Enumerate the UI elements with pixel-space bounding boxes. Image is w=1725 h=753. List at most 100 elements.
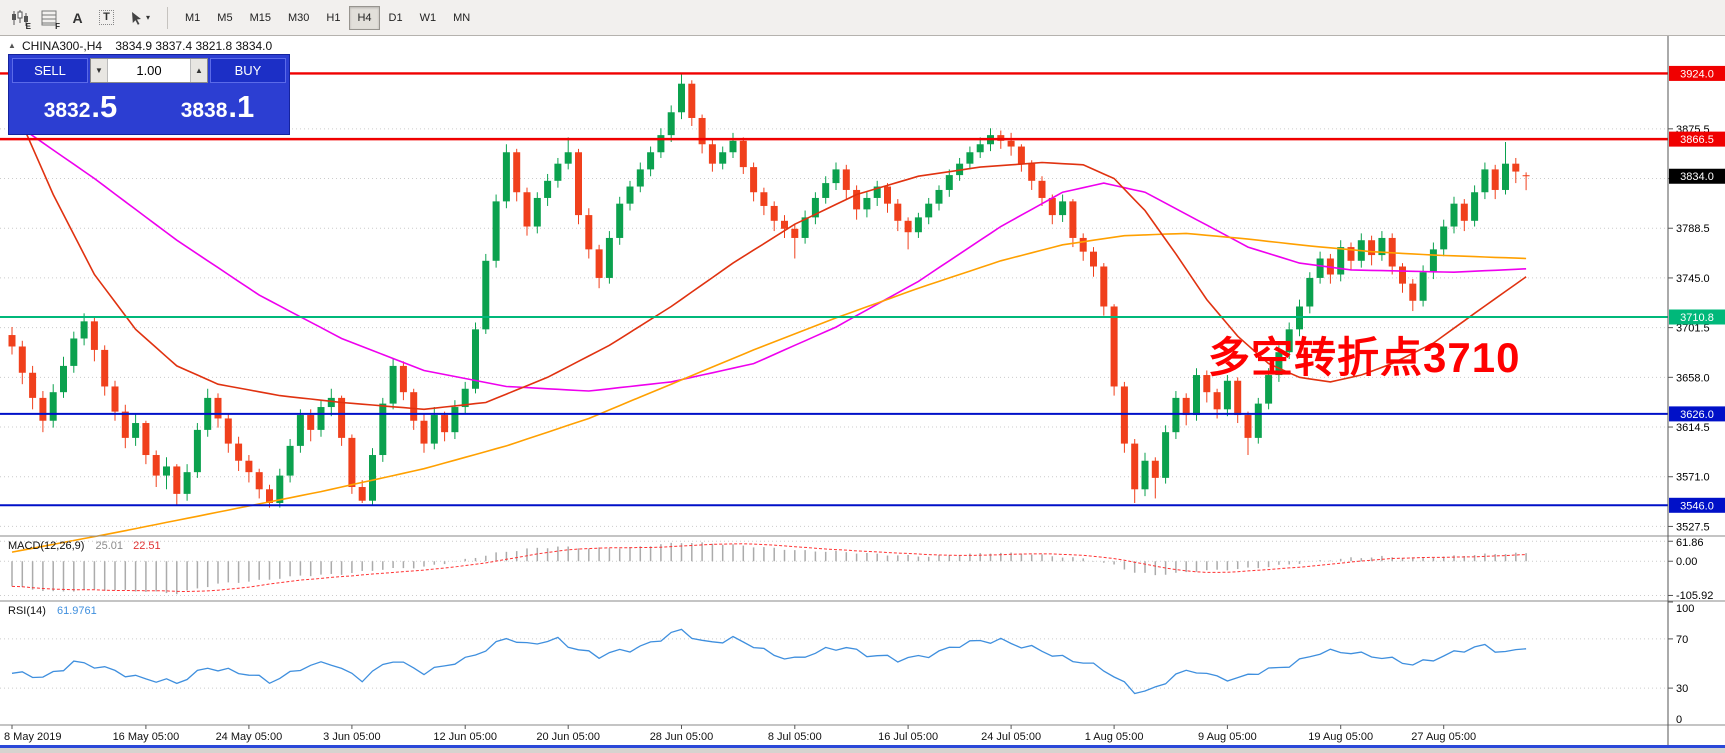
- icon-sub-label: E: [25, 21, 31, 31]
- toolbar-separator: [167, 6, 168, 29]
- svg-text:-105.92: -105.92: [1676, 590, 1713, 602]
- svg-text:20 Jun 05:00: 20 Jun 05:00: [536, 731, 600, 743]
- svg-text:3875.5: 3875.5: [1676, 124, 1710, 136]
- ma-slow-line: [11, 120, 1527, 392]
- timeframe-button-group: M1 M5 M15 M30 H1 H4 D1 W1 MN: [177, 5, 478, 30]
- svg-text:3546.0: 3546.0: [1680, 500, 1714, 512]
- svg-text:3924.0: 3924.0: [1680, 68, 1714, 80]
- bid-frac-digit: .5: [91, 89, 118, 124]
- time-axis: 8 May 2019 16 May 05:00 24 May 05:00 3 Jun …: [4, 725, 1476, 743]
- text-annotation-icon[interactable]: A: [64, 5, 91, 31]
- letter-t-glyph: T: [99, 10, 114, 25]
- timeframe-m15[interactable]: M15: [242, 6, 279, 30]
- timeframe-m30[interactable]: M30: [280, 6, 317, 30]
- chart-canvas[interactable]: 3875.53832.03788.53745.03701.53658.03614…: [0, 36, 1725, 753]
- list-glyph: [41, 10, 56, 25]
- svg-text:24 May 05:00: 24 May 05:00: [216, 731, 283, 743]
- volume-control: ▼ ▲: [90, 58, 208, 83]
- timeframe-d1[interactable]: D1: [381, 6, 411, 30]
- toolbar: E F A T ▾ M1 M5 M15 M30 H1 H4 D1 W1 MN: [0, 0, 1725, 36]
- candlestick-glyph: [12, 9, 28, 26]
- svg-text:3527.5: 3527.5: [1676, 521, 1710, 533]
- svg-text:16 May 05:00: 16 May 05:00: [113, 731, 180, 743]
- timeframe-h4[interactable]: H4: [349, 5, 380, 30]
- icon-sub-label: F: [55, 21, 60, 31]
- macd-indicator-label: MACD(12,26,9) 25.01 22.51: [8, 540, 161, 552]
- svg-text:3866.5: 3866.5: [1680, 134, 1714, 146]
- price-axis: 3875.53832.03788.53745.03701.53658.03614…: [1668, 124, 1710, 533]
- macd-histogram: [11, 542, 1527, 595]
- volume-input[interactable]: [108, 59, 190, 82]
- svg-text:3701.5: 3701.5: [1676, 323, 1710, 335]
- svg-text:0.00: 0.00: [1676, 556, 1697, 568]
- svg-text:27 Aug 05:00: 27 Aug 05:00: [1411, 731, 1476, 743]
- rsi-indicator-label: RSI(14) 61.9761: [8, 605, 97, 617]
- svg-text:3710.8: 3710.8: [1680, 312, 1714, 324]
- svg-text:70: 70: [1676, 634, 1688, 646]
- ma-mid-line: [11, 232, 1527, 553]
- svg-text:8 Jul 05:00: 8 Jul 05:00: [768, 731, 822, 743]
- collapse-panel-icon[interactable]: ▲: [8, 41, 16, 50]
- svg-text:24 Jul 05:00: 24 Jul 05:00: [981, 731, 1041, 743]
- pivot-annotation-text: 多空转折点3710: [1208, 334, 1521, 381]
- svg-text:100: 100: [1676, 603, 1694, 615]
- indicator-list-icon[interactable]: F: [35, 5, 62, 31]
- level-lines: [0, 72, 1668, 507]
- buy-button[interactable]: BUY: [210, 58, 286, 83]
- svg-text:0: 0: [1676, 714, 1682, 726]
- one-click-trading-panel: SELL ▼ ▲ BUY 3832 .5 3838 .1: [8, 54, 290, 135]
- ask-main-digits: 3838: [180, 99, 228, 122]
- svg-text:3626.0: 3626.0: [1680, 409, 1714, 421]
- timeframe-h1[interactable]: H1: [318, 6, 348, 30]
- rsi-name: RSI(14): [8, 605, 46, 617]
- svg-text:3 Jun 05:00: 3 Jun 05:00: [323, 731, 381, 743]
- price-badge: 3834.0: [1669, 168, 1725, 184]
- ohlc-values: 3834.9 3837.4 3821.8 3834.0: [115, 39, 273, 53]
- timeframe-w1[interactable]: W1: [412, 6, 445, 30]
- cursor-tool-icon[interactable]: ▾: [122, 5, 158, 31]
- timeframe-m1[interactable]: M1: [177, 6, 208, 30]
- price-badge: 3866.5: [1669, 131, 1725, 147]
- svg-text:3658.0: 3658.0: [1676, 372, 1710, 384]
- window-edge-strip: [0, 745, 1725, 753]
- svg-text:19 Aug 05:00: 19 Aug 05:00: [1308, 731, 1373, 743]
- timeframe-m5[interactable]: M5: [209, 6, 240, 30]
- svg-text:12 Jun 05:00: 12 Jun 05:00: [433, 731, 497, 743]
- cursor-arrow-glyph: [131, 11, 141, 25]
- svg-text:30: 30: [1676, 683, 1688, 695]
- svg-text:3745.0: 3745.0: [1676, 273, 1710, 285]
- rsi-value: 61.9761: [56, 605, 97, 617]
- svg-text:1 Aug 05:00: 1 Aug 05:00: [1085, 731, 1144, 743]
- candlestick-chart-icon[interactable]: E: [6, 5, 33, 31]
- chart-title: CHINA300-,H4 3834.9 3837.4 3821.8 3834.0: [22, 39, 272, 53]
- volume-increase-button[interactable]: ▲: [190, 59, 207, 82]
- ask-price: 3838 .1: [149, 91, 286, 123]
- letter-a-glyph: A: [72, 9, 83, 26]
- bid-main-digits: 3832: [43, 99, 91, 122]
- price-badge: 3626.0: [1669, 406, 1725, 422]
- svg-text:8 May 2019: 8 May 2019: [4, 731, 61, 743]
- macd-name: MACD(12,26,9): [8, 540, 85, 552]
- chart-window: 3875.53832.03788.53745.03701.53658.03614…: [0, 36, 1725, 753]
- svg-text:3834.0: 3834.0: [1680, 171, 1714, 183]
- timeframe-mn[interactable]: MN: [445, 6, 478, 30]
- macd-main-value: 25.01: [95, 540, 124, 552]
- macd-signal-value: 22.51: [133, 540, 161, 552]
- svg-text:61.86: 61.86: [1676, 537, 1704, 549]
- ma-fast-line: [11, 100, 1527, 411]
- chevron-down-icon: ▾: [145, 13, 150, 22]
- symbol-period-label: CHINA300-,H4: [22, 39, 103, 53]
- svg-text:9 Aug 05:00: 9 Aug 05:00: [1198, 731, 1257, 743]
- sell-button[interactable]: SELL: [12, 58, 88, 83]
- price-badge: 3924.0: [1669, 65, 1725, 81]
- svg-text:16 Jul 05:00: 16 Jul 05:00: [878, 731, 938, 743]
- macd-signal-line: [11, 543, 1527, 593]
- rsi-line: [11, 628, 1527, 695]
- svg-text:3571.0: 3571.0: [1676, 472, 1710, 484]
- candles: [8, 74, 1530, 508]
- svg-text:28 Jun 05:00: 28 Jun 05:00: [650, 731, 714, 743]
- price-badge: 3546.0: [1669, 497, 1725, 513]
- text-box-icon[interactable]: T: [93, 5, 120, 31]
- volume-decrease-button[interactable]: ▼: [91, 59, 108, 82]
- ask-frac-digit: .1: [228, 89, 255, 124]
